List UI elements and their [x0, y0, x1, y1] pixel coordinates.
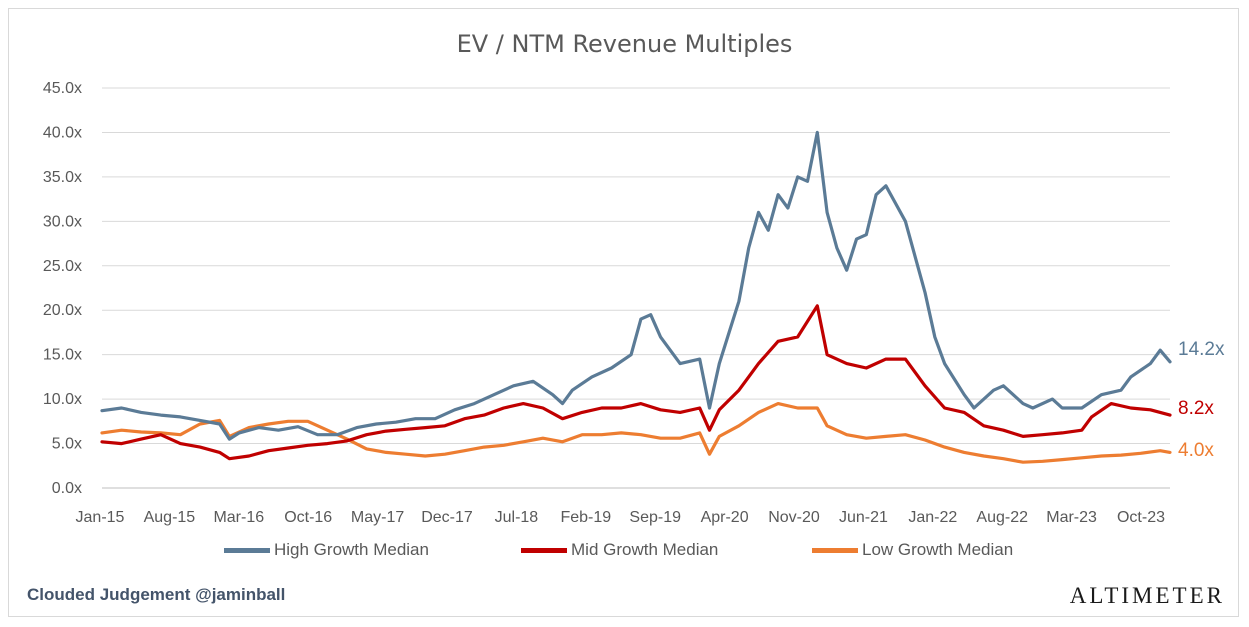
- x-axis: Jan-15 Aug-15 Mar-16 Oct-16 May-17 Dec-17 Jul-…: [76, 509, 1166, 526]
- y-tick-label: 40.0x: [43, 124, 82, 141]
- x-tick-label: Sep-19: [629, 509, 681, 526]
- x-tick-label: Aug-22: [976, 509, 1028, 526]
- series-line-low-growth-median: [100, 402, 1172, 464]
- x-tick-label: Nov-20: [768, 509, 820, 526]
- y-tick-label: 35.0x: [43, 169, 82, 186]
- chart-frame: [8, 8, 1239, 617]
- series-line-high-growth-median: [100, 130, 1172, 441]
- legend-label-high-growth: High Growth Median: [274, 540, 429, 559]
- x-tick-label: Oct-23: [1117, 509, 1165, 526]
- legend-swatch-low-growth: [812, 547, 858, 553]
- legend-label-mid-growth: Mid Growth Median: [571, 540, 719, 559]
- x-tick-label: Aug-15: [144, 509, 196, 526]
- y-tick-label: 25.0x: [43, 258, 82, 275]
- y-tick-label: 30.0x: [43, 213, 82, 230]
- grid-lines: [102, 87, 1170, 489]
- y-tick-label: 5.0x: [52, 436, 82, 453]
- end-labels: 14.2x 8.2x 4.0x: [1178, 339, 1225, 461]
- x-tick-label: Apr-20: [701, 509, 749, 526]
- legend-swatch-mid-growth: [521, 547, 567, 553]
- legend-item-mid-growth: Mid Growth Median: [521, 540, 718, 560]
- x-tick-label: May-17: [351, 509, 404, 526]
- y-tick-label: 15.0x: [43, 347, 82, 364]
- end-label-low-growth-median: 4.0x: [1178, 440, 1214, 461]
- footer-credit: Clouded Judgement @jaminball: [27, 585, 286, 604]
- legend-item-low-growth: Low Growth Median: [812, 540, 1013, 560]
- y-axis: 0.0x 5.0x 10.0x 15.0x 20.0x 25.0x 30.0x 35.0x 40…: [43, 80, 82, 497]
- y-tick-label: 45.0x: [43, 80, 82, 97]
- x-tick-label: Dec-17: [421, 509, 473, 526]
- x-tick-label: Feb-19: [560, 509, 611, 526]
- x-tick-label: Mar-23: [1046, 509, 1097, 526]
- chart-title: EV / NTM Revenue Multiples: [456, 30, 793, 58]
- series-line-mid-growth-median: [100, 304, 1172, 461]
- end-label-high-growth-median: 14.2x: [1178, 339, 1225, 360]
- series-lines: [100, 130, 1172, 464]
- x-tick-label: Jul-18: [495, 509, 539, 526]
- footer-logo-text: ALTIMETER: [1069, 583, 1225, 608]
- x-tick-label: Jan-22: [908, 509, 957, 526]
- end-label-mid-growth-median: 8.2x: [1178, 398, 1214, 419]
- y-tick-label: 10.0x: [43, 391, 82, 408]
- y-tick-label: 20.0x: [43, 302, 82, 319]
- legend-label-low-growth: Low Growth Median: [862, 540, 1014, 559]
- legend-swatch-high-growth: [224, 547, 270, 553]
- x-tick-label: Mar-16: [213, 509, 264, 526]
- x-tick-label: Jun-21: [839, 509, 888, 526]
- y-tick-label: 0.0x: [52, 480, 82, 497]
- legend: High Growth Median Mid Growth Median Low…: [0, 540, 1249, 562]
- legend-item-high-growth: High Growth Median: [224, 540, 429, 560]
- x-tick-label: Jan-15: [76, 509, 125, 526]
- x-tick-label: Oct-16: [284, 509, 332, 526]
